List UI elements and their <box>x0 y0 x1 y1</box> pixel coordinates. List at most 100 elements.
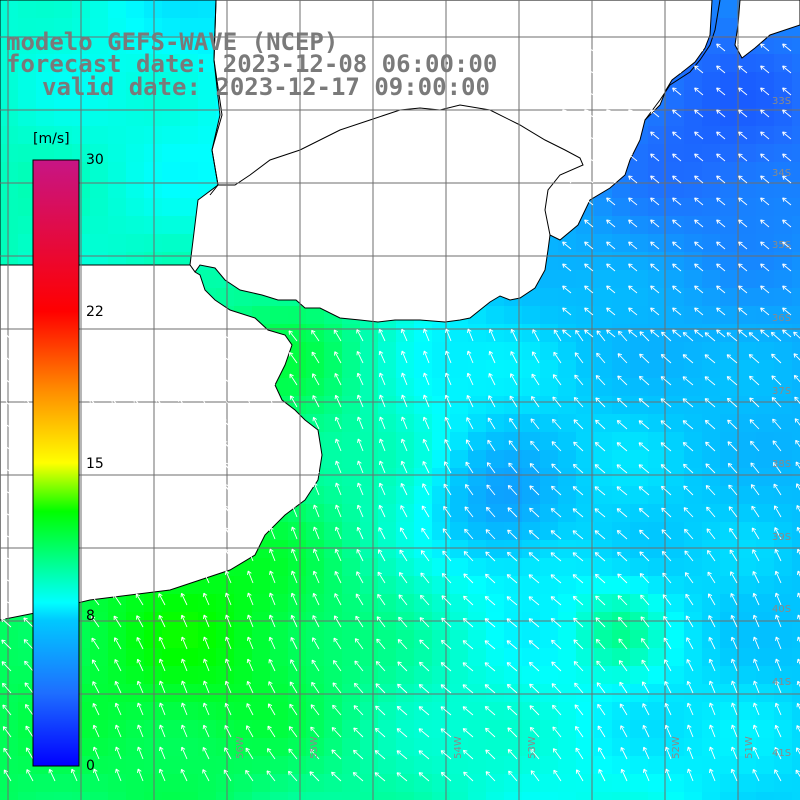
wind-vector <box>466 350 474 364</box>
wind-speed-cell <box>306 540 324 558</box>
wind-speed-cell <box>648 198 666 216</box>
wind-speed-cell <box>774 288 792 306</box>
wind-speed-cell <box>18 738 36 756</box>
wind-speed-cell <box>774 342 792 360</box>
wind-speed-cell <box>378 450 396 468</box>
wind-vector <box>639 551 650 562</box>
wind-vector <box>398 616 408 628</box>
wind-speed-cell <box>792 504 800 522</box>
wind-speed-cell <box>486 648 504 666</box>
wind-speed-cell <box>414 720 432 738</box>
wind-speed-cell <box>18 108 36 126</box>
wind-vector <box>266 374 276 386</box>
wind-speed-cell <box>774 756 792 774</box>
wind-vector <box>793 374 800 383</box>
wind-vector <box>89 331 100 342</box>
wind-vector <box>727 441 738 452</box>
wind-speed-cell <box>666 162 684 180</box>
wind-vector <box>465 483 474 496</box>
wind-speed-cell <box>396 522 414 540</box>
wind-speed-cell <box>774 792 792 800</box>
wind-vector <box>418 684 430 694</box>
wind-vector <box>375 683 386 694</box>
wind-speed-cell <box>108 684 126 702</box>
wind-vector <box>682 398 694 408</box>
wind-vector <box>572 574 584 584</box>
wind-speed-cell <box>162 594 180 612</box>
wind-speed-cell <box>468 396 486 414</box>
wind-speed-cell <box>522 684 540 702</box>
wind-speed-cell <box>90 792 108 800</box>
wind-vector <box>202 570 210 584</box>
wind-speed-cell <box>720 144 738 162</box>
wind-vector <box>738 241 748 250</box>
wind-vector <box>685 593 694 606</box>
wind-vector <box>760 87 770 96</box>
wind-vector <box>748 375 760 386</box>
wind-speed-cell <box>738 468 756 486</box>
wind-vector <box>247 614 254 628</box>
wind-vector <box>419 617 430 628</box>
wind-vector <box>562 153 572 162</box>
wind-speed-cell <box>738 198 756 216</box>
wind-speed-cell <box>612 216 630 234</box>
wind-vector <box>562 43 572 52</box>
wind-speed-cell <box>396 360 414 378</box>
wind-speed-cell <box>630 378 648 396</box>
wind-speed-cell <box>126 630 144 648</box>
wind-speed-cell <box>180 594 198 612</box>
wind-speed-cell <box>288 540 306 558</box>
wind-speed-cell <box>396 342 414 360</box>
wind-speed-cell <box>144 18 162 36</box>
wind-speed-cell <box>288 756 306 774</box>
wind-speed-cell <box>468 648 486 666</box>
wind-vector <box>357 482 364 496</box>
wind-vector <box>606 285 616 294</box>
wind-speed-cell <box>756 738 774 756</box>
wind-vector <box>202 549 210 562</box>
wind-speed-cell <box>756 414 774 432</box>
wind-vector <box>686 658 694 672</box>
wind-speed-cell <box>702 594 720 612</box>
wind-vector <box>463 573 474 584</box>
wind-vector <box>687 724 694 738</box>
wind-vector <box>606 263 616 272</box>
wind-speed-cell <box>594 756 612 774</box>
wind-speed-cell <box>0 702 18 720</box>
wind-speed-cell <box>360 396 378 414</box>
wind-speed-cell <box>0 666 18 684</box>
wind-speed-cell <box>396 630 414 648</box>
wind-vector <box>663 615 672 628</box>
border-line <box>209 0 584 236</box>
wind-speed-cell <box>522 486 540 504</box>
wind-speed-cell <box>792 234 800 252</box>
wind-vector <box>353 682 364 694</box>
wind-vector <box>288 748 298 760</box>
wind-speed-cell <box>558 468 576 486</box>
wind-vector <box>377 593 386 606</box>
wind-speed-cell <box>612 180 630 198</box>
wind-vector <box>422 460 430 474</box>
wind-vector <box>530 440 540 452</box>
wind-speed-cell <box>180 72 198 90</box>
wind-speed-cell <box>468 576 486 594</box>
wind-vector <box>616 397 628 408</box>
wind-speed-cell <box>90 774 108 792</box>
wind-vector <box>551 441 562 452</box>
wind-speed-cell <box>738 774 756 792</box>
wind-speed-cell <box>792 54 800 72</box>
wind-speed-cell <box>450 522 468 540</box>
wind-speed-cell <box>90 234 108 252</box>
wind-speed-cell <box>576 774 594 792</box>
wind-speed-cell <box>594 216 612 234</box>
wind-vector <box>333 329 342 342</box>
wind-speed-cell <box>666 108 684 126</box>
wind-speed-cell <box>432 324 450 342</box>
wind-speed-cell <box>522 450 540 468</box>
wind-vector <box>441 595 452 606</box>
wind-vector <box>24 682 34 694</box>
wind-speed-cell <box>666 180 684 198</box>
wind-speed-cell <box>90 630 108 648</box>
wind-speed-cell <box>630 648 648 666</box>
wind-speed-cell <box>792 648 800 666</box>
